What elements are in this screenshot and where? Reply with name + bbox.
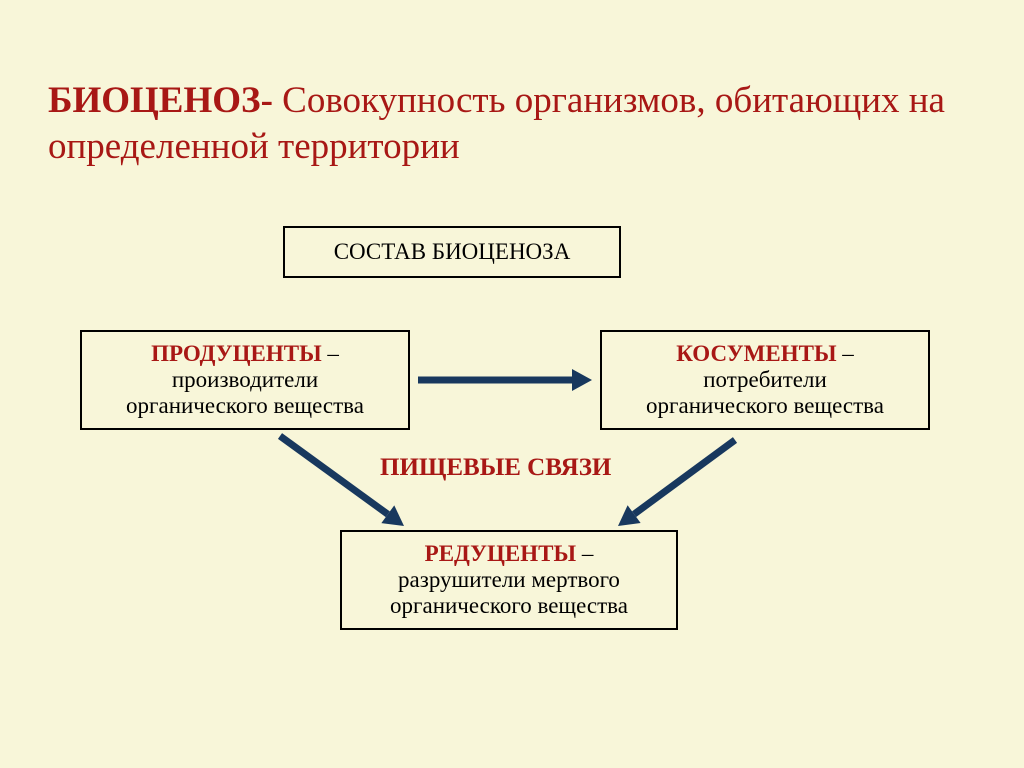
food-links-label: ПИЩЕВЫЕ СВЯЗИ xyxy=(380,454,611,482)
consumers-body-2: органического вещества xyxy=(646,393,884,419)
decomposers-heading: РЕДУЦЕНТЫ – xyxy=(425,541,594,567)
producers-body-1: производители xyxy=(172,367,318,393)
decomposers-body-1: разрушители мертвого xyxy=(398,567,620,593)
title-term: БИОЦЕНОЗ- xyxy=(48,80,273,121)
structure-label: СОСТАВ БИОЦЕНОЗА xyxy=(334,239,571,265)
structure-box: СОСТАВ БИОЦЕНОЗА xyxy=(283,226,621,278)
slide-title: БИОЦЕНОЗ- Совокупность организмов, обита… xyxy=(48,78,1004,171)
consumers-body-1: потребители xyxy=(703,367,827,393)
decomposers-box: РЕДУЦЕНТЫ – разрушители мертвого органич… xyxy=(340,530,678,630)
producers-heading: ПРОДУЦЕНТЫ – xyxy=(151,341,339,367)
producers-box: ПРОДУЦЕНТЫ – производители органического… xyxy=(80,330,410,430)
consumers-box: КОСУМЕНТЫ – потребители органического ве… xyxy=(600,330,930,430)
decomposers-body-2: органического вещества xyxy=(390,593,628,619)
consumers-heading: КОСУМЕНТЫ – xyxy=(676,341,854,367)
producers-body-2: органического вещества xyxy=(126,393,364,419)
